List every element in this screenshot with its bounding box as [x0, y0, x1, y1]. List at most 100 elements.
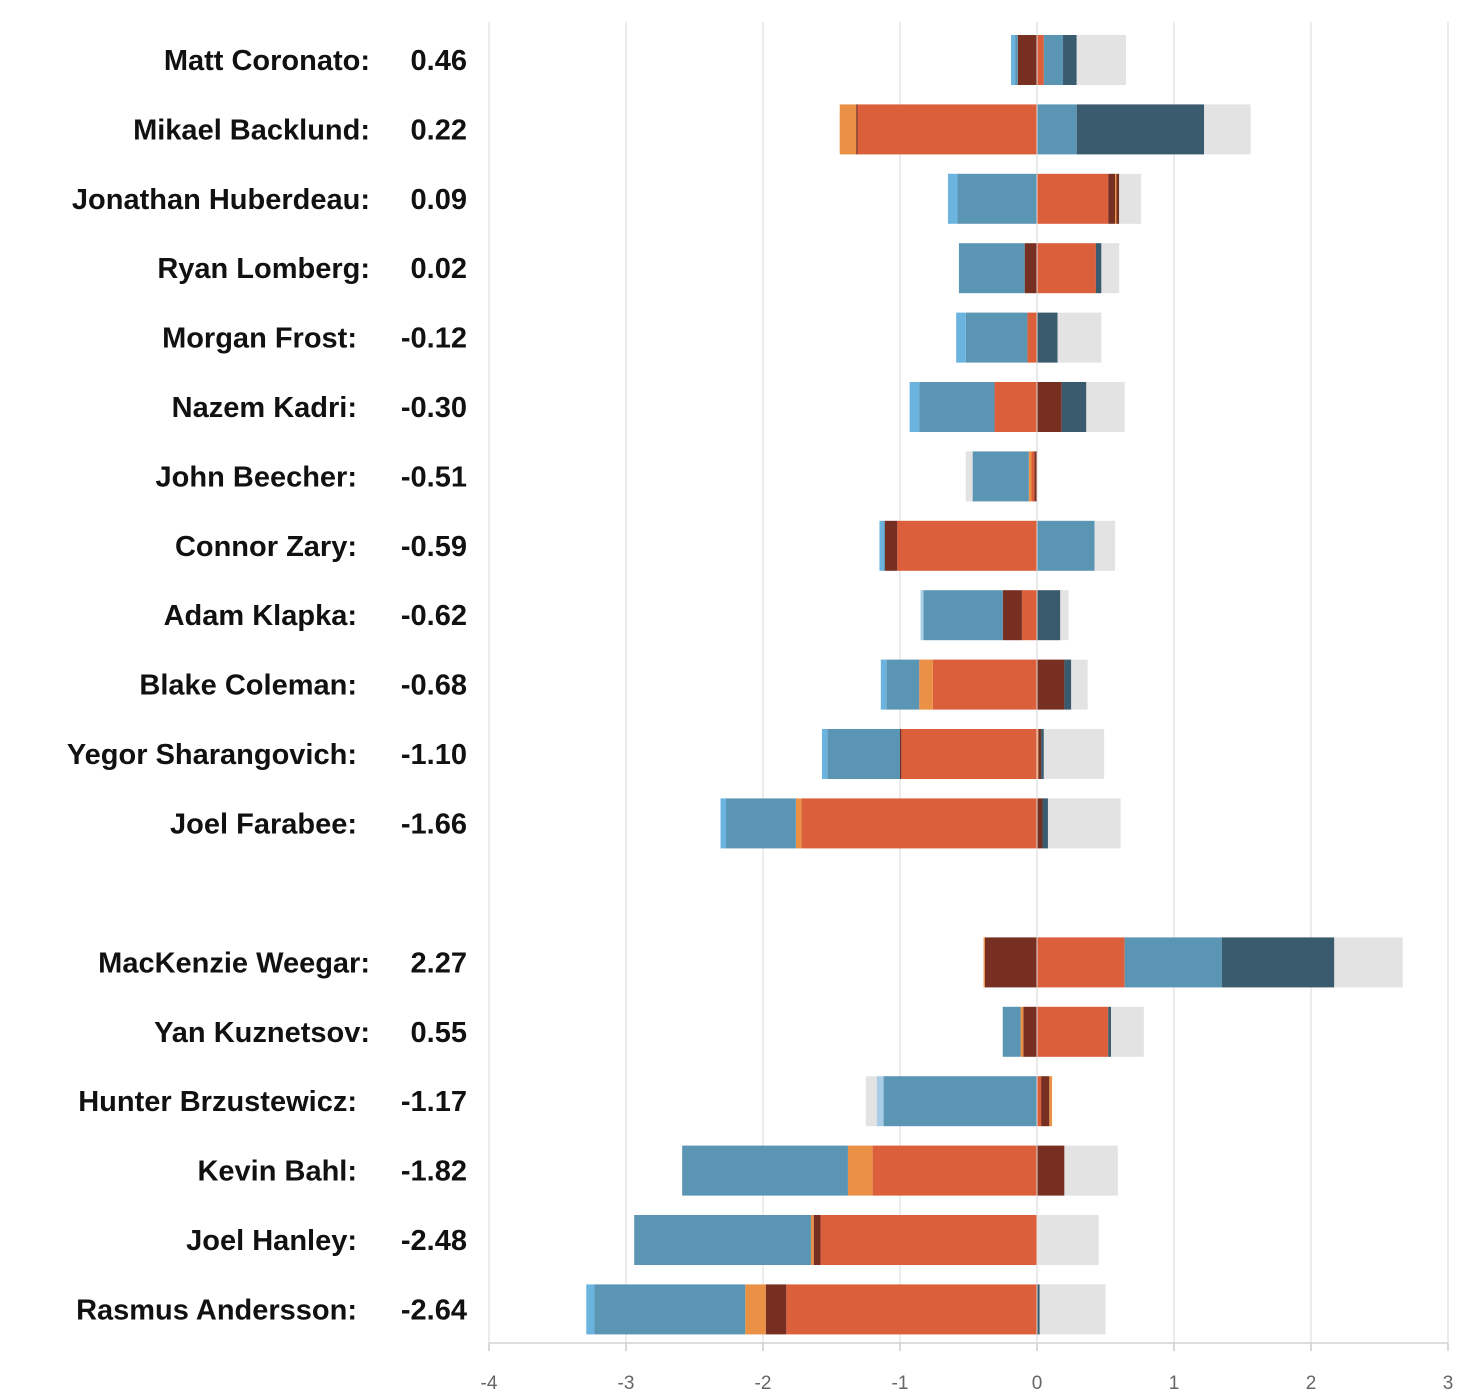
bar-segment: [1015, 35, 1018, 85]
bar-segment: [821, 729, 828, 779]
player-score: -1.82: [401, 1156, 467, 1188]
bar-segment: [1041, 729, 1044, 779]
bar-segment: [1037, 1145, 1065, 1196]
bar-segment: [1042, 798, 1048, 849]
bar-segment: [886, 659, 920, 710]
player-score: -0.12: [401, 323, 467, 355]
player-score: -0.68: [401, 670, 467, 702]
bar-segment: [1041, 1076, 1050, 1127]
player-name: Yan Kuznetsov:: [154, 1017, 370, 1049]
bar-segment: [1095, 243, 1102, 294]
bar-segment: [883, 1076, 1037, 1127]
bar-segment: [810, 1215, 814, 1265]
player-score: -0.51: [401, 461, 467, 493]
bar-segment: [1024, 243, 1037, 294]
bar-segment: [795, 798, 802, 849]
bar-segment: [879, 520, 884, 571]
bar-segment: [1002, 590, 1022, 641]
bar-segment: [1204, 104, 1251, 155]
bar-segment: [1108, 173, 1116, 224]
bar-segment: [1037, 590, 1061, 641]
bar-segment: [1020, 1006, 1024, 1057]
bar-segment: [820, 1215, 1037, 1265]
bar-segment: [865, 1076, 877, 1127]
player-score: -2.64: [401, 1294, 467, 1326]
player-name: Kevin Bahl:: [197, 1156, 357, 1188]
bar-segment: [1101, 243, 1120, 294]
bar-segment: [594, 1284, 746, 1335]
bar-segment: [1021, 590, 1037, 641]
bar-segment: [1063, 35, 1077, 85]
player-score: 0.22: [411, 114, 467, 146]
bar-segment: [827, 729, 900, 779]
bar-segment: [1124, 937, 1222, 988]
bar-segment: [1049, 1076, 1053, 1127]
player-score: -1.10: [401, 739, 467, 771]
bar-segment: [1023, 1006, 1037, 1057]
bar-segment: [1017, 35, 1037, 85]
player-name: Ryan Lomberg:: [157, 253, 370, 285]
bar-segment: [1039, 1284, 1106, 1335]
x-tick-label: -4: [481, 1373, 498, 1394]
player-score: -0.62: [401, 600, 467, 632]
bar-segment: [786, 1284, 1037, 1335]
bar-segment: [958, 243, 1025, 294]
x-tick-label: 2: [1306, 1373, 1317, 1394]
player-name: Blake Coleman:: [139, 670, 357, 702]
bar-segment: [1037, 35, 1044, 85]
bar-segment: [1115, 173, 1117, 224]
player-score: 2.27: [411, 947, 467, 979]
bar-segment: [919, 659, 933, 710]
player-name: Nazem Kadri:: [172, 392, 357, 424]
bar-segment: [1037, 520, 1095, 571]
bar-segment: [876, 1076, 884, 1127]
player-name: Connor Zary:: [175, 531, 357, 563]
player-labels: Matt Coronato: 0.46 Mikael Backlund: 0.22 Jo…: [67, 45, 467, 1326]
bar-segment: [923, 590, 1003, 641]
bar-segment: [1037, 798, 1043, 849]
x-tick-label: -3: [618, 1373, 635, 1394]
player-name: Rasmus Andersson:: [76, 1294, 357, 1326]
bar-segment: [1221, 937, 1335, 988]
player-score: -1.66: [401, 808, 467, 840]
bar-segment: [1002, 1006, 1021, 1057]
player-name: Morgan Frost:: [162, 323, 357, 355]
bar-segment: [1064, 1145, 1118, 1196]
bar-segment: [1076, 35, 1127, 85]
bar-segment: [1037, 1215, 1099, 1265]
bar-segment: [856, 104, 858, 155]
x-tick-label: -1: [892, 1373, 909, 1394]
bar-segment: [1086, 382, 1125, 432]
bar-segment: [1037, 104, 1077, 155]
bar-segment: [1031, 451, 1035, 502]
bar-segment: [965, 312, 1028, 363]
bar-segment: [1119, 173, 1142, 224]
player-name: Hunter Brzustewicz:: [78, 1086, 357, 1118]
bar-segment: [726, 798, 796, 849]
bar-segment: [1094, 520, 1116, 571]
bar-segment: [884, 520, 898, 571]
bar-segment: [1110, 1006, 1144, 1057]
bar-segment: [956, 312, 966, 363]
player-name: Adam Klapka:: [164, 600, 357, 632]
bar-segment: [1047, 798, 1121, 849]
bar-segment: [1037, 1006, 1109, 1057]
bar-segment: [983, 937, 985, 988]
player-name: Joel Farabee:: [170, 808, 357, 840]
player-score: -0.30: [401, 392, 467, 424]
player-name: Matt Coronato:: [164, 45, 370, 77]
bar-segment: [1043, 729, 1105, 779]
bar-segment: [1064, 659, 1072, 710]
bar-segment: [1037, 937, 1125, 988]
bar-segment: [1037, 243, 1096, 294]
bar-segment: [972, 451, 1029, 502]
bar-segment: [920, 590, 924, 641]
bar-segment: [984, 937, 1037, 988]
bar-segment: [1043, 35, 1064, 85]
bar-segment: [1057, 312, 1102, 363]
x-tick-label: 3: [1443, 1373, 1454, 1394]
player-score: 0.02: [411, 253, 467, 285]
player-score: 0.09: [411, 184, 467, 216]
bar-segment: [1034, 451, 1037, 502]
bar-segments: [586, 35, 1403, 1335]
